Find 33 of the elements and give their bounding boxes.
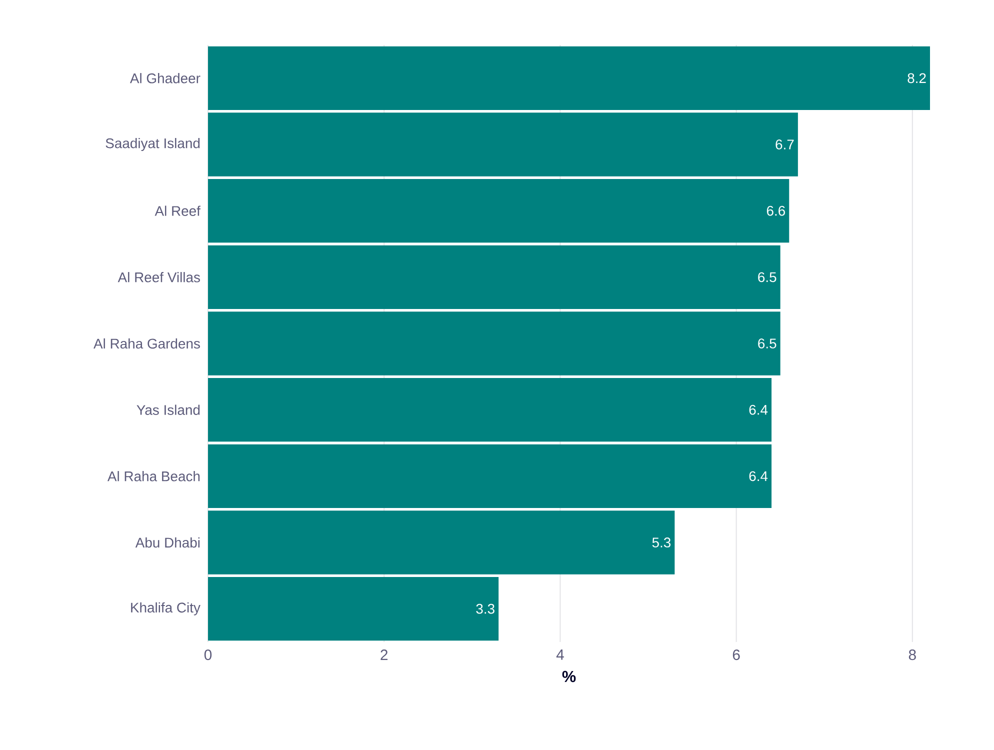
data-label: 6.4 [749, 471, 768, 482]
x-tick-label: 2 [380, 650, 388, 660]
x-axis-title: % [562, 670, 576, 682]
data-label: 6.5 [758, 338, 776, 348]
x-tick-label: 6 [732, 650, 740, 660]
data-label: 8.2 [908, 73, 926, 84]
bar [208, 378, 772, 442]
y-tick-label: Yas Island [136, 404, 200, 415]
y-tick-label: Abu Dhabi [135, 537, 200, 548]
data-label: 6.6 [766, 206, 785, 216]
bar [208, 444, 772, 508]
y-tick-label: Saadiyat Island [106, 138, 200, 151]
y-tick-label: Khalifa City [131, 602, 200, 616]
bar [208, 178, 790, 243]
y-tick-label: Al Reef Villas [118, 272, 200, 282]
bar [208, 576, 499, 641]
bar [208, 245, 780, 309]
data-label: 5.3 [652, 538, 671, 548]
data-label: 3.3 [476, 604, 494, 614]
bar [208, 510, 675, 574]
y-tick-label: Al Raha Beach [107, 471, 200, 482]
y-tick-label: Al Ghadeer [130, 73, 200, 84]
data-label: 6.7 [776, 140, 794, 150]
bar [208, 112, 798, 176]
data-label: 6.4 [749, 404, 768, 415]
data-label: 6.5 [758, 272, 776, 282]
y-tick-label: Al Reef [154, 206, 200, 216]
y-tick-label: Al Raha Gardens [94, 338, 200, 349]
bar [208, 46, 930, 110]
x-tick-label: 0 [204, 650, 212, 660]
bar [208, 312, 780, 376]
x-tick-label: 8 [908, 650, 916, 660]
x-tick-label: 4 [556, 650, 564, 660]
